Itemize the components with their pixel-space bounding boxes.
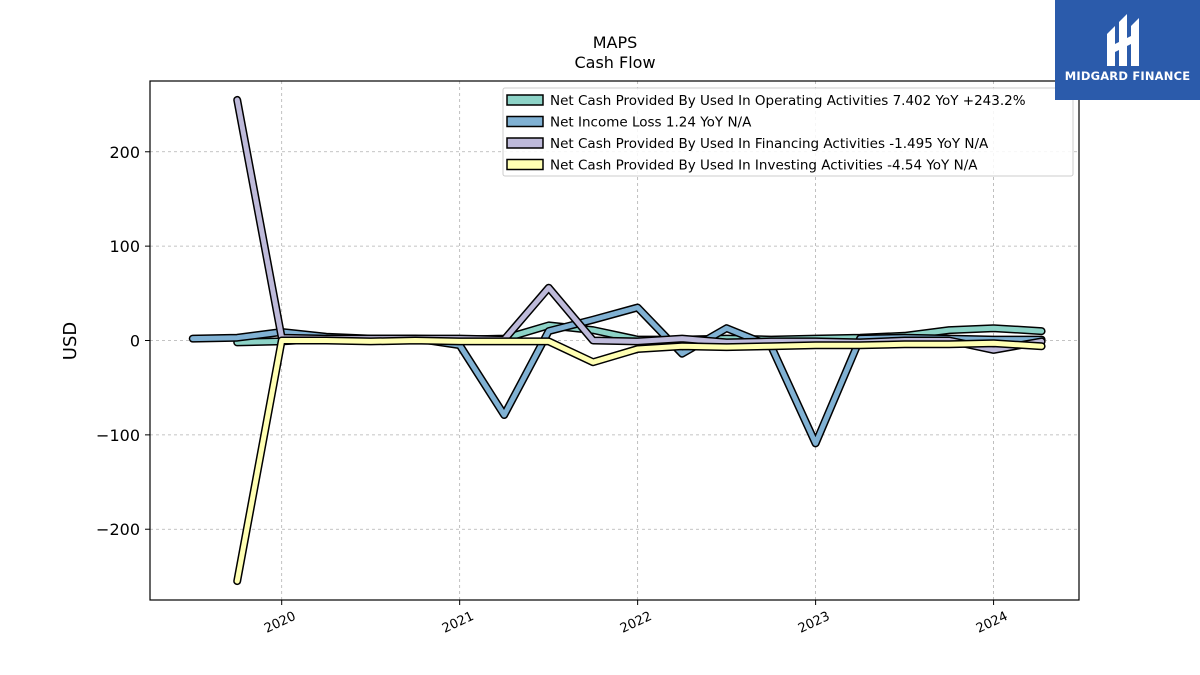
legend: Net Cash Provided By Used In Operating A… xyxy=(502,87,1074,177)
x-tick-label: 2023 xyxy=(796,609,832,637)
brand-name: MIDGARD FINANCE xyxy=(1064,69,1191,83)
y-tick-label: 0 xyxy=(130,332,140,351)
legend-swatch xyxy=(506,115,544,128)
x-tick-label: 2022 xyxy=(618,609,654,637)
series-lines xyxy=(188,95,1046,586)
x-axis: 2020 2021 2022 2023 2024 xyxy=(262,600,1010,637)
x-tick-label: 2021 xyxy=(440,609,476,637)
brand-logo-icon xyxy=(1107,14,1139,66)
legend-entry: Net Cash Provided By Used In Financing A… xyxy=(550,136,989,152)
y-axis-label: USD xyxy=(60,322,81,360)
series-outline-2 xyxy=(188,303,1046,448)
legend-swatch xyxy=(506,158,544,171)
y-tick-label: 100 xyxy=(109,237,140,256)
legend-box xyxy=(502,87,1074,177)
y-tick-label: −200 xyxy=(96,520,140,539)
brand-logo: MIDGARD FINANCE xyxy=(1055,0,1200,100)
chart-title: MAPS xyxy=(593,33,638,52)
series-line-4 xyxy=(234,338,1045,584)
legend-entry: Net Income Loss 1.24 YoY N/A xyxy=(550,115,752,131)
legend-swatch xyxy=(506,94,544,106)
legend-entry: Net Cash Provided By Used In Investing A… xyxy=(550,158,978,174)
chart-subtitle: Cash Flow xyxy=(574,53,655,72)
legend-swatch xyxy=(506,137,544,149)
y-axis: −200 −100 0 100 200 xyxy=(96,143,150,539)
series-line-2 xyxy=(190,305,1045,446)
legend-entry: Net Cash Provided By Used In Operating A… xyxy=(550,93,1026,109)
x-tick-label: 2024 xyxy=(974,609,1010,637)
y-tick-label: 200 xyxy=(109,143,140,162)
x-tick-label: 2020 xyxy=(262,609,298,637)
y-tick-label: −100 xyxy=(96,426,140,445)
series-outline-4 xyxy=(233,336,1046,586)
